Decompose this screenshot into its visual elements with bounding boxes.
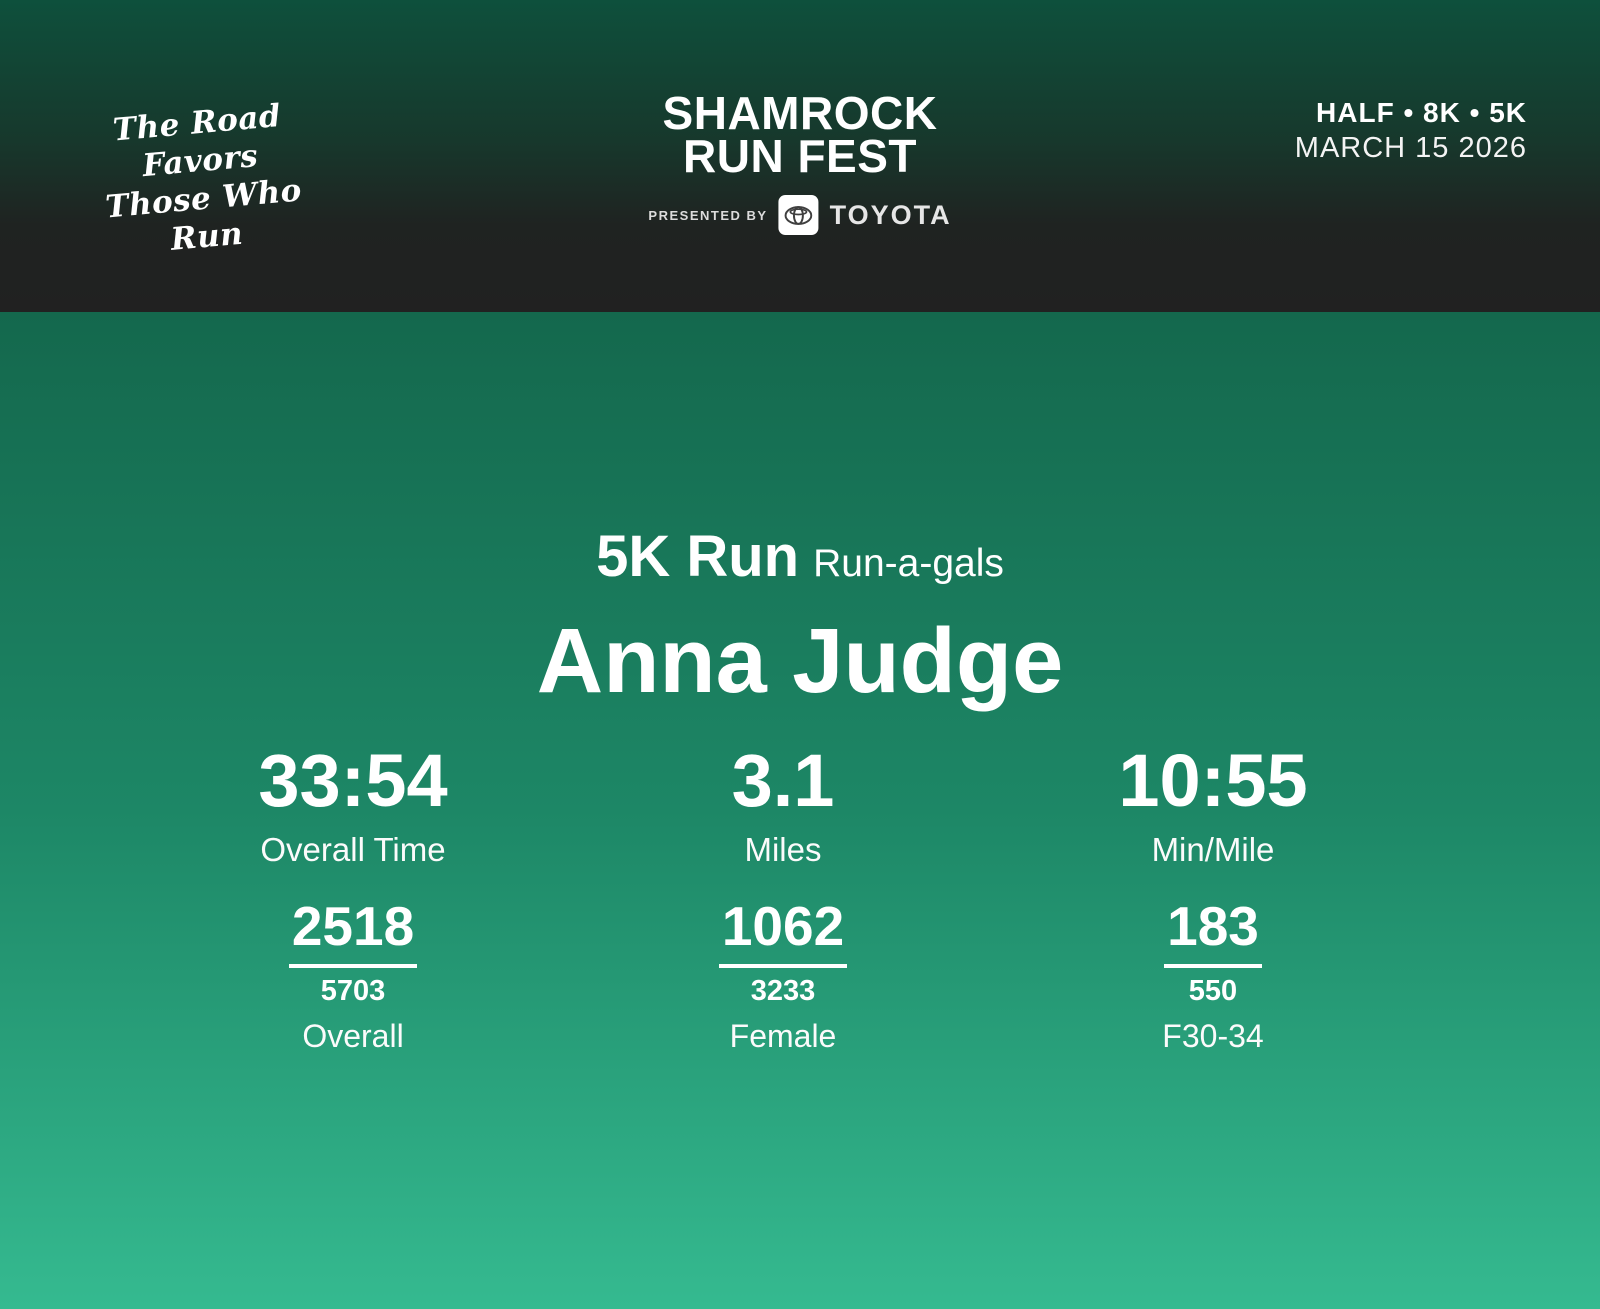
- sponsor-row: PRESENTED BY TOYOTA: [648, 195, 951, 235]
- result-section: 5K Run Run-a-gals Anna Judge 33:54 Overal…: [0, 312, 1600, 1309]
- rank-place: 1062: [718, 897, 848, 968]
- stat-pace: 10:55 Min/Mile: [998, 741, 1428, 869]
- race-name: 5K Run: [596, 524, 800, 589]
- rank-total: 550: [1188, 975, 1238, 1007]
- header-banner: The Road Favors Those Who Run SHAMROCK R…: [0, 0, 1600, 312]
- rankings-row: 2518 5703 Overall 1062 3233 Female 183 5…: [138, 897, 1428, 1054]
- sponsor-wordmark: TOYOTA: [829, 199, 952, 230]
- event-logo-line-2: RUN FEST: [683, 130, 917, 182]
- rank-total: 5703: [320, 975, 386, 1007]
- toyota-logo-icon: [778, 195, 819, 235]
- ranking-overall: 2518 5703 Overall: [138, 897, 568, 1054]
- tagline-script: The Road Favors Those Who Run: [56, 92, 348, 268]
- rank-place: 2518: [288, 897, 418, 968]
- athlete-name: Anna Judge: [536, 610, 1064, 712]
- event-date: MARCH 15 2026: [1294, 132, 1527, 164]
- rank-total: 3233: [750, 975, 816, 1007]
- stat-label: Miles: [744, 831, 822, 868]
- rank-division: Overall: [302, 1018, 404, 1054]
- event-distances: HALF • 8K • 5K: [1316, 97, 1527, 128]
- ranking-female: 1062 3233 Female: [568, 897, 998, 1054]
- rank-division: F30-34: [1162, 1018, 1264, 1054]
- presented-by-label: PRESENTED BY: [648, 207, 768, 223]
- event-logo-title: SHAMROCK RUN FEST: [648, 87, 951, 182]
- stat-value: 10:55: [1118, 739, 1308, 822]
- rank-place: 183: [1164, 897, 1262, 968]
- stat-label: Overall Time: [260, 831, 446, 868]
- rank-division: Female: [729, 1018, 837, 1054]
- stat-value: 3.1: [731, 739, 835, 822]
- event-info: HALF • 8K • 5K MARCH 15 2026: [1295, 97, 1527, 165]
- event-logo: SHAMROCK RUN FEST PRESENTED BY TOYOTA: [648, 87, 951, 235]
- stat-value: 33:54: [258, 739, 448, 822]
- race-line: 5K Run Run-a-gals: [0, 312, 1600, 595]
- ranking-age-group: 183 550 F30-34: [998, 897, 1428, 1054]
- stat-miles: 3.1 Miles: [568, 741, 998, 869]
- stat-overall-time: 33:54 Overall Time: [138, 741, 568, 869]
- stats-row: 33:54 Overall Time 3.1 Miles 10:55 Min/M…: [138, 741, 1428, 869]
- team-name: Run-a-gals: [813, 542, 1004, 585]
- stat-label: Min/Mile: [1151, 831, 1275, 868]
- event-logo-line-1: SHAMROCK: [662, 87, 938, 139]
